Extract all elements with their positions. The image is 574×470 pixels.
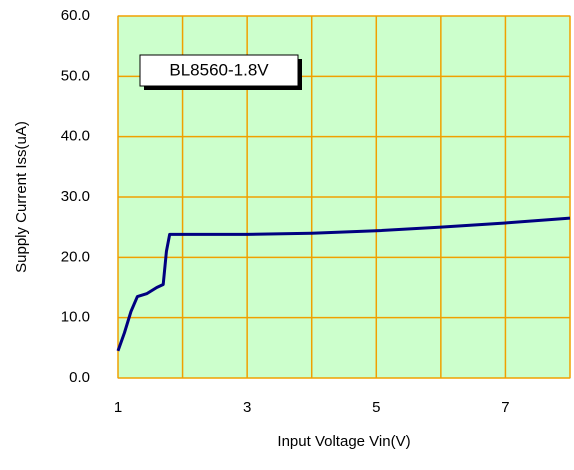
x-axis-label: Input Voltage Vin(V) — [277, 433, 410, 450]
x-tick-label: 7 — [501, 399, 509, 416]
y-tick-label: 50.0 — [61, 67, 90, 84]
annotation-box — [139, 54, 299, 87]
x-tick-label: 3 — [243, 399, 251, 416]
y-tick-label: 30.0 — [61, 188, 90, 205]
line — [116, 216, 571, 352]
y-tick-label: 0.0 — [69, 369, 90, 386]
x-tick-label: 1 — [114, 399, 122, 416]
y-tick-label: 60.0 — [61, 7, 90, 24]
x-tick-label: 5 — [372, 399, 380, 416]
annotation: BL8560-1.8V — [169, 60, 269, 79]
y-tick-label: 10.0 — [61, 309, 90, 326]
y-axis-label: Supply Current Iss(uA) — [13, 121, 30, 273]
y-tick-label: 40.0 — [61, 128, 90, 145]
y-tick-label: 20.0 — [61, 248, 90, 265]
